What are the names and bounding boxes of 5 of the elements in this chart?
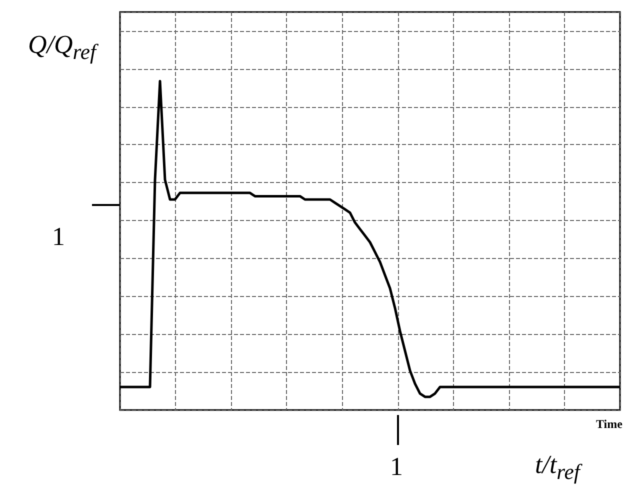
y-axis-title: Q/Q$_{ref}$ (28, 30, 96, 66)
text: Time (596, 417, 622, 432)
text: 1 (52, 222, 65, 252)
x-axis-title: t/t$_{ref}$ (535, 450, 580, 486)
text: 1 (390, 452, 403, 482)
